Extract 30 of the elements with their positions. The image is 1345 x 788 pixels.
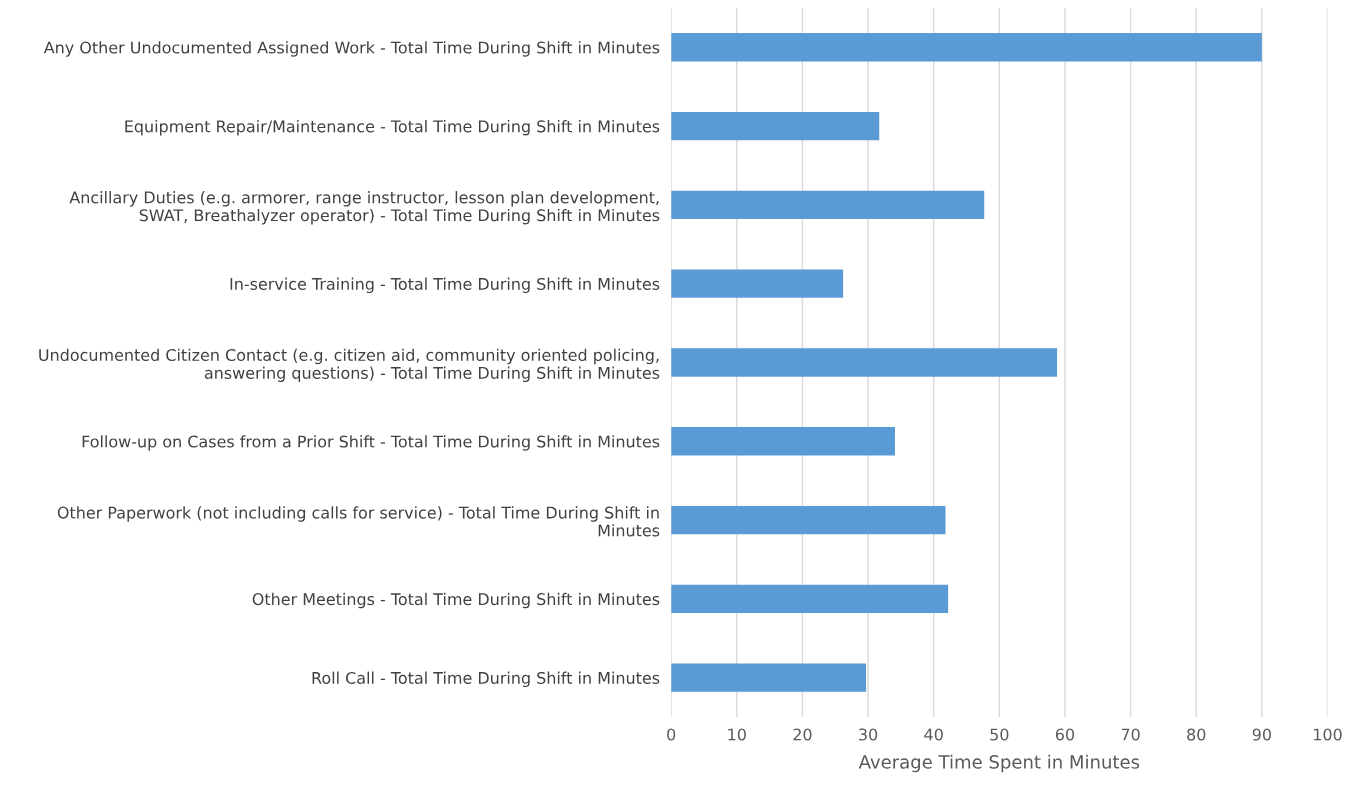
- x-tick-label: 50: [990, 728, 1009, 741]
- y-tick-label: Ancillary Duties (e.g. armorer, range instructor, lesson plan development, SWAT, Breathalyzer operator) - Total Time During Shift in Minutes: [69, 191, 660, 225]
- bar: [671, 33, 1262, 62]
- y-tick-label: Any Other Undocumented Assigned Work - Total Time During Shift in Minutes: [43, 41, 660, 57]
- y-tick-label: Other Meetings - Total Time During Shift in Minutes: [252, 592, 660, 609]
- bar: [671, 111, 880, 141]
- bar: [671, 427, 895, 456]
- y-tick-label: Equipment Repair/Maintenance - Total Time During Shift in Minutes: [125, 120, 660, 136]
- x-tick-label: 60: [1055, 728, 1075, 741]
- bar: [671, 348, 1058, 377]
- y-tick-label: Other Paperwork (not including calls for service) - Total Time During Shift in Minutes: [57, 506, 660, 537]
- x-tick-label: 10: [728, 728, 746, 741]
- bar: [671, 663, 867, 692]
- x-tick-label: 90: [1252, 728, 1271, 741]
- x-axis-title: Average Time Spent in Minutes: [858, 754, 1140, 773]
- y-tick-label: Follow-up on Cases from a Prior Shift - Total Time During Shift in Minutes: [82, 435, 660, 451]
- bar: [671, 584, 949, 614]
- bar: [671, 505, 946, 535]
- x-tick-label: 0: [667, 728, 676, 741]
- y-tick-label: Roll Call - Total Time During Shift in Minutes: [312, 671, 660, 688]
- x-tick-label: 40: [924, 728, 943, 741]
- bar: [671, 269, 844, 298]
- bar: [671, 190, 985, 220]
- x-tick-label: 20: [793, 728, 812, 741]
- x-tick-label: 80: [1187, 728, 1206, 741]
- x-tick-label: 70: [1121, 728, 1140, 741]
- x-tick-label: 30: [859, 728, 878, 741]
- y-tick-label: Undocumented Citizen Contact (e.g. citizen aid, community oriented policing, answering questions) - Total Time During Shift in Minutes: [39, 348, 660, 383]
- x-tick-label: 100: [1314, 728, 1342, 741]
- y-tick-label: In-service Training - Total Time During Shift in Minutes: [230, 277, 660, 294]
